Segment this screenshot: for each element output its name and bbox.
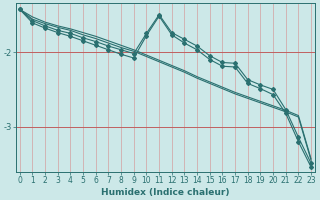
X-axis label: Humidex (Indice chaleur): Humidex (Indice chaleur) <box>101 188 230 197</box>
